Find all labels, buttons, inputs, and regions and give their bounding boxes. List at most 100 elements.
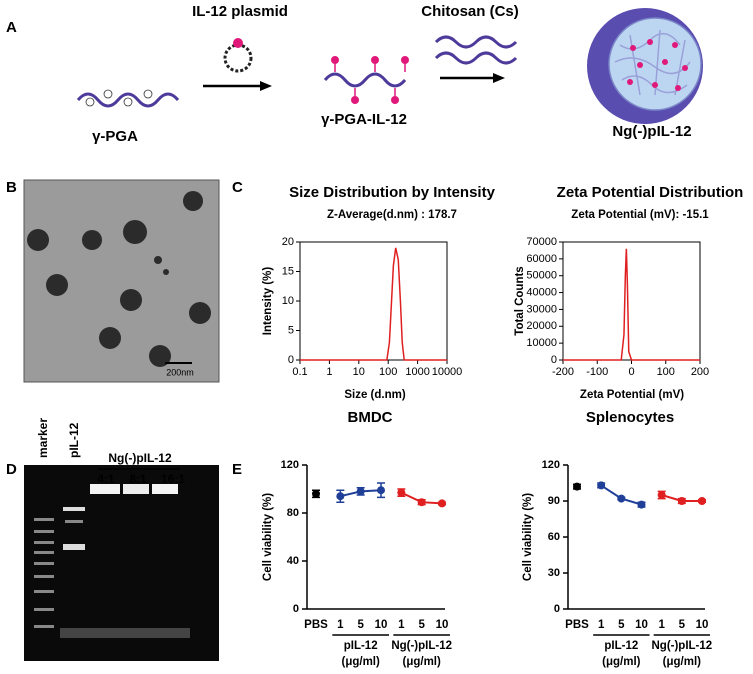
group-label: (μg/ml) [602, 656, 641, 668]
point [657, 491, 666, 499]
x-tick-label: 100 [379, 366, 397, 378]
point [617, 494, 626, 503]
x-tick-label: -200 [552, 366, 574, 378]
point [397, 488, 406, 497]
group-label: (μg/ml) [402, 656, 441, 668]
y-tick-label: 0 [551, 354, 557, 366]
x-tick-label: 1 [398, 619, 405, 631]
pga-label: γ-PGA [92, 128, 138, 145]
y-tick-label: 60 [548, 531, 560, 543]
y-tick-label: 0 [288, 354, 294, 366]
series-line [563, 248, 700, 361]
group-label: Ng(-)pIL-12 [391, 640, 452, 652]
arrowhead [260, 81, 272, 91]
panel-label: A [6, 19, 17, 36]
panel-label: D [6, 461, 17, 478]
x-tick-label: 10 [375, 619, 388, 631]
chart-title: Zeta Potential Distribution [557, 184, 744, 201]
gel: marker pIL-12 Ng(-)pIL-12 4:1 8:1 16:1 [24, 418, 219, 661]
marker-bands [34, 518, 54, 628]
y-axis-label: Intensity (%) [262, 267, 274, 336]
x-tick-label: -100 [586, 366, 608, 378]
point [698, 497, 706, 505]
x-tick-label: 200 [691, 366, 709, 378]
x-tick-label: 1000 [405, 366, 429, 378]
point [356, 487, 365, 496]
y-tick-label: 10 [282, 295, 294, 307]
x-tick-label: 5 [618, 619, 625, 631]
panel-label: E [232, 461, 242, 478]
y-axis-label: Cell viability (%) [522, 493, 534, 581]
chart-subtitle: Z-Average(d.nm) : 178.7 [327, 209, 457, 221]
complex-label: γ-PGA-IL-12 [321, 111, 407, 128]
group-label: (μg/ml) [341, 656, 380, 668]
y-tick-label: 5 [288, 324, 294, 336]
ions [331, 56, 409, 104]
y-tick-label: 90 [548, 495, 560, 507]
y-tick-label: 0 [293, 603, 299, 615]
chart-title: BMDC [348, 409, 393, 426]
x-axis-label: Zeta Potential (mV) [580, 389, 684, 401]
nanogel-core [608, 17, 702, 111]
chitosan-chain [434, 35, 518, 49]
x-tick-label: 10 [436, 619, 449, 631]
x-tick-label: 5 [679, 619, 686, 631]
x-tick-label: 10000 [432, 366, 463, 378]
y-tick-label: 10000 [526, 337, 557, 349]
y-tick-label: 20 [282, 236, 294, 248]
nanogel-label: Ng(-)pIL-12 [612, 123, 691, 140]
y-tick-label: 15 [282, 265, 294, 277]
x-tick-label: 1 [598, 619, 605, 631]
series-line [300, 247, 447, 361]
nanogel-genes [627, 39, 688, 91]
lane-label: 16:1 [161, 472, 185, 486]
x-tick-label: PBS [304, 619, 328, 631]
plasmid-gene [233, 38, 243, 48]
x-axis-label: Size (d.nm) [344, 389, 406, 401]
point [417, 498, 426, 507]
group-label: pIL-12 [604, 640, 638, 652]
y-tick-label: 50000 [526, 270, 557, 282]
y-tick-label: 120 [542, 459, 560, 471]
sample-bands [60, 484, 190, 638]
tem-image: 200nm [23, 179, 220, 383]
chart-title: Size Distribution by Intensity [289, 184, 496, 201]
x-tick-label: 10 [353, 366, 365, 378]
x-tick-label: 5 [418, 619, 425, 631]
x-tick-label: 10 [696, 619, 709, 631]
plot-frame [562, 241, 701, 361]
x-tick-label: 1 [326, 366, 332, 378]
plasmid [223, 43, 253, 73]
point [438, 499, 446, 508]
complex-chain [323, 72, 407, 88]
x-tick-label: 10 [635, 619, 648, 631]
group-label: Ng(-)pIL-12 [651, 640, 712, 652]
y-tick-label: 30 [548, 567, 560, 579]
y-tick-label: 0 [554, 603, 560, 615]
x-tick-label: 5 [357, 619, 364, 631]
y-tick-label: 40000 [526, 286, 557, 298]
chitosan-label: Chitosan (Cs) [421, 3, 519, 20]
lane-label: 8:1 [129, 472, 147, 486]
panel-label: C [232, 179, 243, 196]
chart-subtitle: Zeta Potential (mV): -15.1 [571, 209, 709, 221]
point [637, 500, 646, 509]
point [597, 481, 606, 490]
panel-label: B [6, 179, 17, 196]
ions [85, 89, 153, 107]
particles [27, 191, 211, 367]
point [573, 482, 581, 491]
lane-label: pIL-12 [67, 422, 81, 458]
scale-bar-label: 200nm [166, 367, 194, 377]
arrowhead [493, 73, 505, 83]
point [677, 497, 686, 505]
lane-label: marker [36, 418, 50, 458]
x-tick-label: PBS [565, 619, 589, 631]
x-tick-label: 1 [658, 619, 665, 631]
y-axis-label: Cell viability (%) [262, 493, 274, 581]
point [377, 486, 385, 495]
y-tick-label: 30000 [526, 303, 557, 315]
point [312, 489, 320, 498]
point [336, 492, 345, 501]
